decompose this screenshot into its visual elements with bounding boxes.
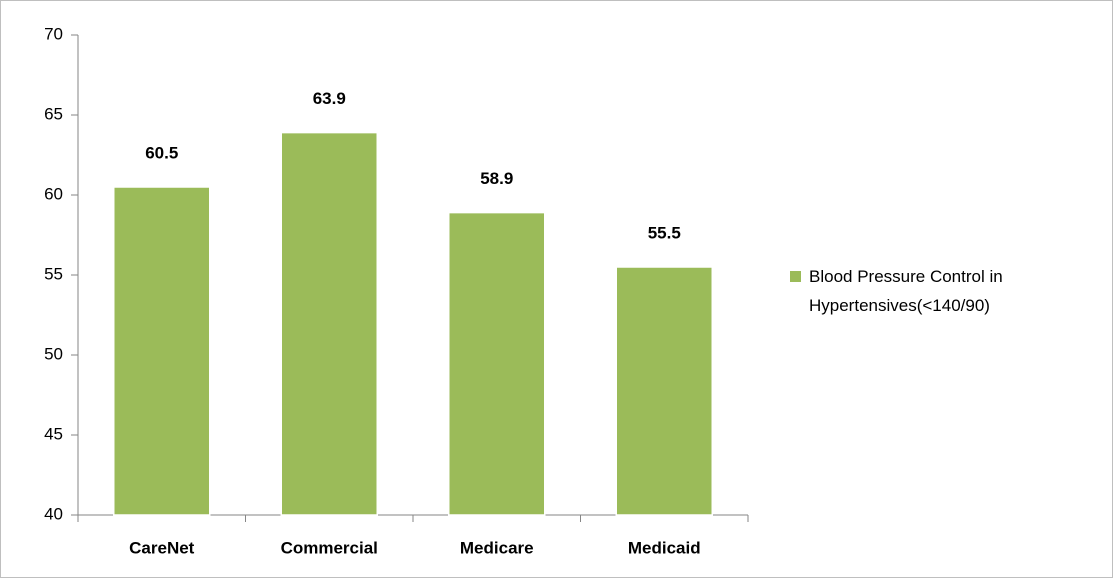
y-tick-label: 60: [44, 184, 63, 203]
x-tick-label: Medicaid: [628, 538, 701, 557]
value-label: 63.9: [313, 89, 346, 108]
y-tick-label: 40: [44, 504, 63, 523]
bar: [280, 131, 378, 516]
legend-swatch: [790, 271, 801, 282]
legend-label: Blood Pressure Control in Hypertensives(…: [809, 267, 1003, 315]
y-tick-label: 70: [44, 24, 63, 43]
y-tick-label: 65: [44, 104, 63, 123]
bar: [113, 186, 211, 516]
bar: [615, 266, 713, 516]
legend: Blood Pressure Control in Hypertensives(…: [790, 262, 1090, 320]
y-tick-label: 55: [44, 264, 63, 283]
y-tick-label: 45: [44, 424, 63, 443]
value-label: 60.5: [145, 143, 178, 162]
value-label: 58.9: [480, 169, 513, 188]
value-label: 55.5: [648, 223, 681, 242]
x-tick-label: CareNet: [129, 538, 195, 557]
x-tick-label: Medicare: [460, 538, 534, 557]
x-tick-label: Commercial: [281, 538, 378, 557]
bar: [448, 211, 546, 516]
y-tick-label: 50: [44, 344, 63, 363]
